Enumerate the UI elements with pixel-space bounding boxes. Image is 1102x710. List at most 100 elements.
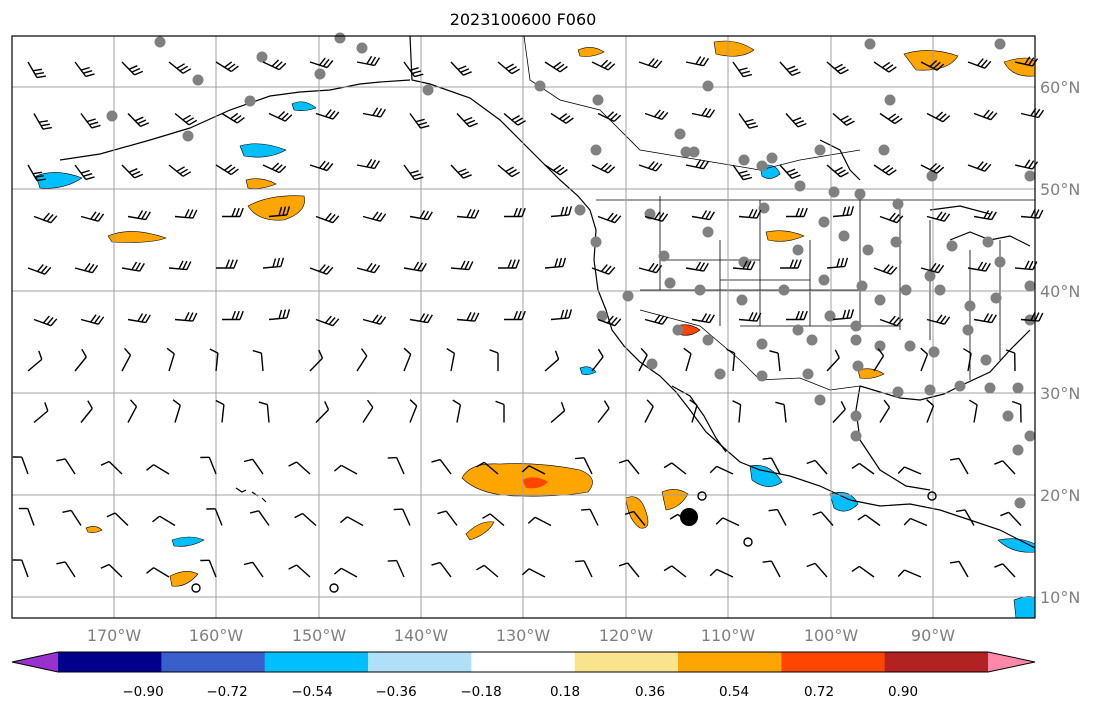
wind-barb-feather	[106, 512, 116, 518]
wind-barb-feather	[90, 211, 97, 220]
wind-barb	[544, 358, 560, 372]
wind-barb-feather	[844, 257, 849, 267]
map-title: 2023100600 F060	[449, 10, 597, 29]
wind-barb-feather	[239, 310, 244, 320]
wind-barb-feather	[505, 63, 514, 70]
wind-barb	[732, 353, 736, 372]
wind-barb-feather	[376, 212, 383, 221]
station-marker	[1012, 382, 1024, 394]
wind-barb	[879, 112, 896, 125]
wind-barb	[597, 112, 615, 123]
wind-barb	[27, 61, 38, 78]
wind-barb-feather	[326, 60, 334, 69]
colorbar-segment	[368, 652, 472, 672]
wind-barb	[779, 164, 793, 179]
wind-barb-feather	[746, 122, 756, 126]
station-marker	[534, 80, 546, 92]
wind-barb-feather	[86, 118, 96, 123]
wind-barb-feather	[699, 57, 706, 66]
wind-barb	[403, 61, 416, 78]
wind-barb-feather	[881, 164, 891, 172]
colorbar-tick-label: 0.36	[635, 684, 665, 700]
wind-barb-feather	[50, 215, 58, 224]
wind-barb-feather	[372, 314, 379, 323]
wind-barb-feather	[376, 315, 383, 324]
wind-barb-feather	[470, 209, 476, 219]
wind-barb-feather	[709, 314, 715, 323]
wind-barb-feather	[511, 259, 516, 269]
wind-barb-feather	[463, 174, 472, 179]
wind-barb-feather	[423, 210, 430, 220]
map-panel	[11, 32, 1045, 619]
wind-barb-feather	[32, 68, 43, 72]
wind-barb	[716, 568, 734, 578]
wind-barb-feather	[559, 168, 568, 176]
wind-barb-feather	[799, 310, 804, 320]
wind-barb-feather	[286, 309, 291, 319]
wind-barb-feather	[933, 61, 941, 69]
wind-barb	[74, 356, 87, 372]
wind-barb-feather	[87, 400, 93, 409]
wind-barb-feather	[235, 310, 240, 320]
wind-barb-feather	[508, 168, 517, 175]
wind-barb-feather	[986, 111, 994, 119]
wind-barb	[638, 354, 648, 372]
wind-barb	[873, 164, 890, 176]
wind-barb-feather	[976, 58, 984, 66]
station-marker	[664, 277, 676, 289]
wind-barb-feather	[1037, 109, 1045, 118]
wind-barb	[503, 112, 519, 126]
station-marker	[792, 324, 804, 336]
wind-barb	[309, 357, 324, 372]
wind-barb-feather	[521, 310, 526, 320]
wind-barb	[770, 457, 781, 475]
wind-barb-feather	[762, 457, 772, 460]
wind-barb	[644, 112, 663, 121]
wind-barb-feather	[235, 207, 240, 217]
wind-barb-feather	[885, 64, 894, 71]
wind-barb-feather	[319, 57, 326, 66]
wind-barb	[456, 318, 475, 322]
wind-barb-feather	[100, 563, 110, 569]
wind-barb-feather	[34, 175, 45, 178]
wind-barb-feather	[507, 259, 512, 269]
wind-barb	[114, 512, 129, 527]
wind-barb	[873, 61, 890, 73]
wind-barb-feather	[84, 262, 91, 272]
wind-barb-feather	[464, 260, 470, 270]
wind-barb	[550, 317, 569, 321]
wind-barb	[21, 559, 29, 578]
wind-barb	[1014, 61, 1033, 67]
wind-barb-feather	[604, 61, 612, 69]
wind-barb-feather	[333, 567, 342, 575]
wind-barb-feather	[131, 170, 141, 176]
wind-barb-feather	[482, 513, 491, 519]
wind-barb	[174, 112, 190, 126]
wind-barb	[439, 459, 452, 475]
station-marker	[962, 324, 974, 336]
wind-barb-feather	[934, 263, 941, 273]
wind-barb-feather	[322, 58, 330, 67]
wind-barb-feather	[514, 117, 523, 124]
wind-barb-feather	[412, 70, 422, 75]
wind-barb-feather	[294, 512, 303, 519]
wind-barb-feather	[457, 168, 467, 174]
wind-barb-feather	[1028, 260, 1034, 270]
wind-barb	[33, 410, 49, 424]
wind-barb	[74, 267, 93, 274]
wind-barb-feather	[559, 65, 568, 73]
wind-barb-feather	[322, 265, 330, 274]
wind-barb-feather	[521, 207, 526, 217]
wind-barb-feather	[474, 209, 480, 219]
wind-barb-feather	[929, 59, 938, 68]
wind-barb-feather	[888, 66, 897, 73]
wind-barb-feather	[42, 126, 53, 130]
wind-barb	[80, 318, 99, 325]
wind-barb-feather	[565, 117, 574, 124]
wind-barb-feather	[215, 399, 225, 406]
wind-barb-feather	[603, 400, 610, 409]
wind-barb-feather	[1000, 511, 1009, 517]
colorbar-segment	[574, 652, 679, 672]
wind-barb-feather	[929, 162, 938, 171]
wind-barb-feather	[511, 68, 520, 75]
